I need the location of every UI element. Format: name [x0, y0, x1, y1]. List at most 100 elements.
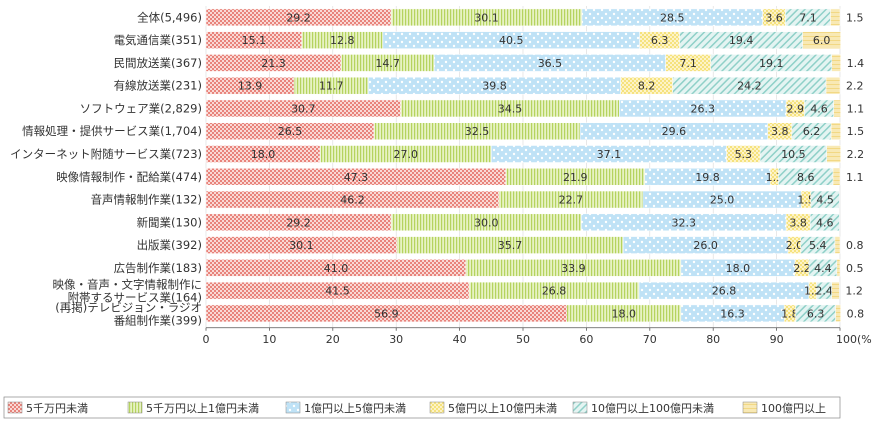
category-label: 全体(5,496): [137, 10, 202, 24]
bar-segment: [830, 8, 841, 27]
data-label: 0.5: [846, 262, 864, 275]
data-label: 32.5: [465, 125, 490, 138]
data-label: 26.5: [278, 125, 303, 138]
data-label: 0.8: [847, 307, 865, 320]
data-label: 15.1: [242, 34, 267, 47]
bar-segment: [835, 304, 841, 323]
data-label: 40.5: [499, 34, 524, 47]
x-tick-label: 90: [770, 333, 784, 346]
data-label: 3.8: [771, 125, 789, 138]
x-tick-label: 0: [203, 333, 210, 346]
category-label: 新聞業(130): [137, 215, 202, 229]
data-label: 5.3: [735, 148, 753, 161]
x-tick-label: 40: [453, 333, 467, 346]
data-label: 2.2: [846, 80, 864, 93]
data-label: 3.6: [765, 11, 783, 24]
data-label: 35.7: [498, 239, 523, 252]
bar-segment: [831, 54, 841, 72]
data-label: 21.3: [261, 57, 286, 70]
data-label: 6.2: [803, 125, 821, 138]
category-label: ソフトウェア業(2,829): [80, 101, 202, 115]
data-label: 1.1: [847, 102, 865, 115]
data-label: 11.7: [319, 80, 344, 93]
data-label: 16.3: [720, 307, 745, 320]
data-label: 21.9: [563, 171, 588, 184]
legend-frame: [3, 396, 841, 419]
data-label: 26.0: [693, 239, 718, 252]
data-label: 6.3: [807, 307, 825, 320]
data-label: 8.2: [638, 80, 656, 93]
data-label: 1.2: [845, 285, 863, 298]
category-label: 有線放送業(231): [114, 79, 202, 93]
legend-label: 100億円以上: [761, 402, 826, 415]
data-label: 1.1: [846, 171, 864, 184]
x-tick-label: 20: [326, 333, 340, 346]
data-label: 33.9: [561, 262, 586, 275]
data-label: 24.2: [737, 80, 762, 93]
data-label: 1.5: [847, 125, 865, 138]
data-label: 12.8: [330, 34, 355, 47]
data-label: 56.9: [374, 307, 399, 320]
bar-segment: [826, 145, 841, 163]
data-label: 30.1: [289, 239, 314, 252]
data-label: 4.6: [810, 102, 828, 115]
data-label: 10.5: [781, 148, 806, 161]
data-label: 0.8: [846, 239, 864, 252]
legend-label: 5億円以上10億円未満: [448, 402, 557, 415]
legend-swatch: [572, 401, 588, 414]
data-label: 14.7: [375, 57, 400, 70]
data-label: 19.1: [759, 57, 784, 70]
data-label: 28.5: [660, 11, 685, 24]
legend-swatch: [429, 401, 445, 414]
data-label: 7.1: [679, 57, 697, 70]
data-label: 3.8: [789, 216, 807, 229]
data-label: 2.2: [847, 148, 865, 161]
bar-segment: [825, 76, 841, 95]
data-label: 2.4: [815, 285, 833, 298]
data-label: 13.9: [238, 80, 263, 93]
data-label: 47.3: [344, 171, 369, 184]
data-label: 1.8: [781, 307, 799, 320]
data-label: 1.5: [846, 11, 864, 24]
category-label: 広告制作業(183): [114, 261, 202, 275]
data-label: 41.0: [324, 262, 349, 275]
bar-segment: [834, 236, 841, 254]
data-label: 2.2: [793, 262, 811, 275]
category-label: 映像・音声・文字情報制作に附帯するサービス業(164): [53, 278, 203, 305]
data-label: 1.4: [847, 57, 865, 70]
bar-segment: [833, 99, 841, 118]
category-label: 出版業(392): [137, 238, 202, 252]
data-label: 19.4: [729, 34, 754, 47]
data-label: 5.4: [809, 239, 827, 252]
data-label: 2.9: [787, 102, 805, 115]
data-label: 2.0: [786, 239, 804, 252]
data-label: 6.0: [813, 34, 831, 47]
x-tick-label: 30: [389, 333, 403, 346]
bar-segment: [809, 213, 840, 232]
data-label: 30.7: [291, 102, 316, 115]
legend: 5千万円未満 5千万円以上1億円未満 1億円以上5億円未満 5億円以上10億円未満 10…: [3, 396, 841, 419]
data-label: 29.2: [286, 11, 311, 24]
category-label: 音声情報制作業(132): [91, 193, 202, 207]
category-label: 電気通信業(351): [114, 33, 202, 47]
data-label: 27.0: [393, 148, 418, 161]
bar-segment: [831, 281, 840, 300]
x-tick-label: 10: [262, 333, 276, 346]
legend-label: 5千万円未満: [26, 402, 88, 415]
legend-label: 10億円以上100億円未満: [591, 402, 714, 415]
legend-swatch: [7, 401, 23, 414]
data-label: 26.8: [542, 285, 567, 298]
bar-segment: [810, 190, 840, 209]
category-label: 映像情報制作・配給業(474): [56, 170, 202, 184]
data-label: 30.1: [474, 11, 499, 24]
data-label: 29.2: [286, 216, 311, 229]
x-tick-label: 60: [579, 333, 593, 346]
data-label: 37.1: [597, 148, 622, 161]
data-label: 41.5: [325, 285, 350, 298]
x-tick-label: 100(%): [836, 333, 872, 346]
data-label: 46.2: [340, 194, 365, 207]
bar-segment: [832, 168, 841, 186]
data-label: 29.6: [662, 125, 687, 138]
data-label: 26.3: [690, 102, 715, 115]
